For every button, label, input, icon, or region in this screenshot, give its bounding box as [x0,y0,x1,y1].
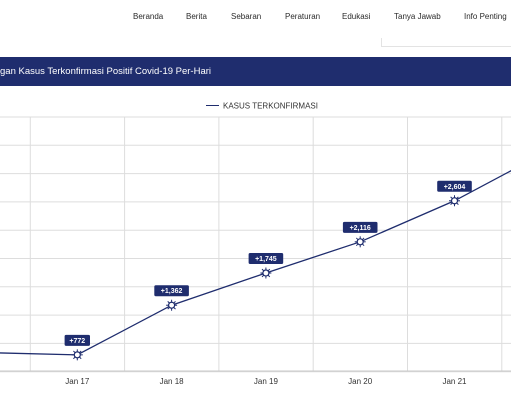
data-label-box [64,334,90,346]
data-label: +2,116 [350,225,371,232]
chart-title: gan Kasus Terkonfirmasi Positif Covid-19… [0,66,212,77]
nav-beranda[interactable]: Beranda [133,12,164,21]
x-tick-label: Jan 18 [160,377,185,386]
data-label: +2,604 [444,184,466,191]
x-tick-label: Jan 20 [348,377,373,386]
legend-label: KASUS TERKONFIRMASI [223,101,318,111]
nav-berita[interactable]: Berita [186,12,207,21]
nav-tanya-jawab[interactable]: Tanya Jawab [394,12,441,21]
data-label-box [248,253,284,265]
virus-icon [71,349,83,361]
nav-info-penting[interactable]: Info Penting [464,12,507,21]
data-label: +1,362 [161,288,183,295]
nav-sebaran[interactable]: Sebaran [231,12,262,21]
nav-edukasi[interactable]: Edukasi [342,12,371,21]
data-label: +1,745 [255,256,277,263]
chart-panel-header: gan Kasus Terkonfirmasi Positif Covid-19… [0,57,511,86]
data-label-box [154,285,189,297]
virus-icon [260,267,272,279]
virus-icon [354,236,366,248]
data-label-box [437,180,472,192]
legend-swatch [206,105,219,107]
x-tick-label: Jan 17 [65,377,90,386]
search-box-edge[interactable] [381,38,511,47]
nav-peraturan[interactable]: Peraturan [285,12,321,21]
x-tick-label: Jan 19 [254,377,279,386]
x-tick-label: Jan 21 [442,377,467,386]
series-line [0,169,511,356]
data-label: +772 [69,338,85,345]
top-navigation: Beranda Berita Sebaran Peraturan Edukasi… [0,0,511,47]
data-label-box [342,221,378,233]
virus-icon [166,299,178,311]
virus-icon [449,195,460,207]
chart-legend[interactable]: KASUS TERKONFIRMASI [206,97,318,111]
